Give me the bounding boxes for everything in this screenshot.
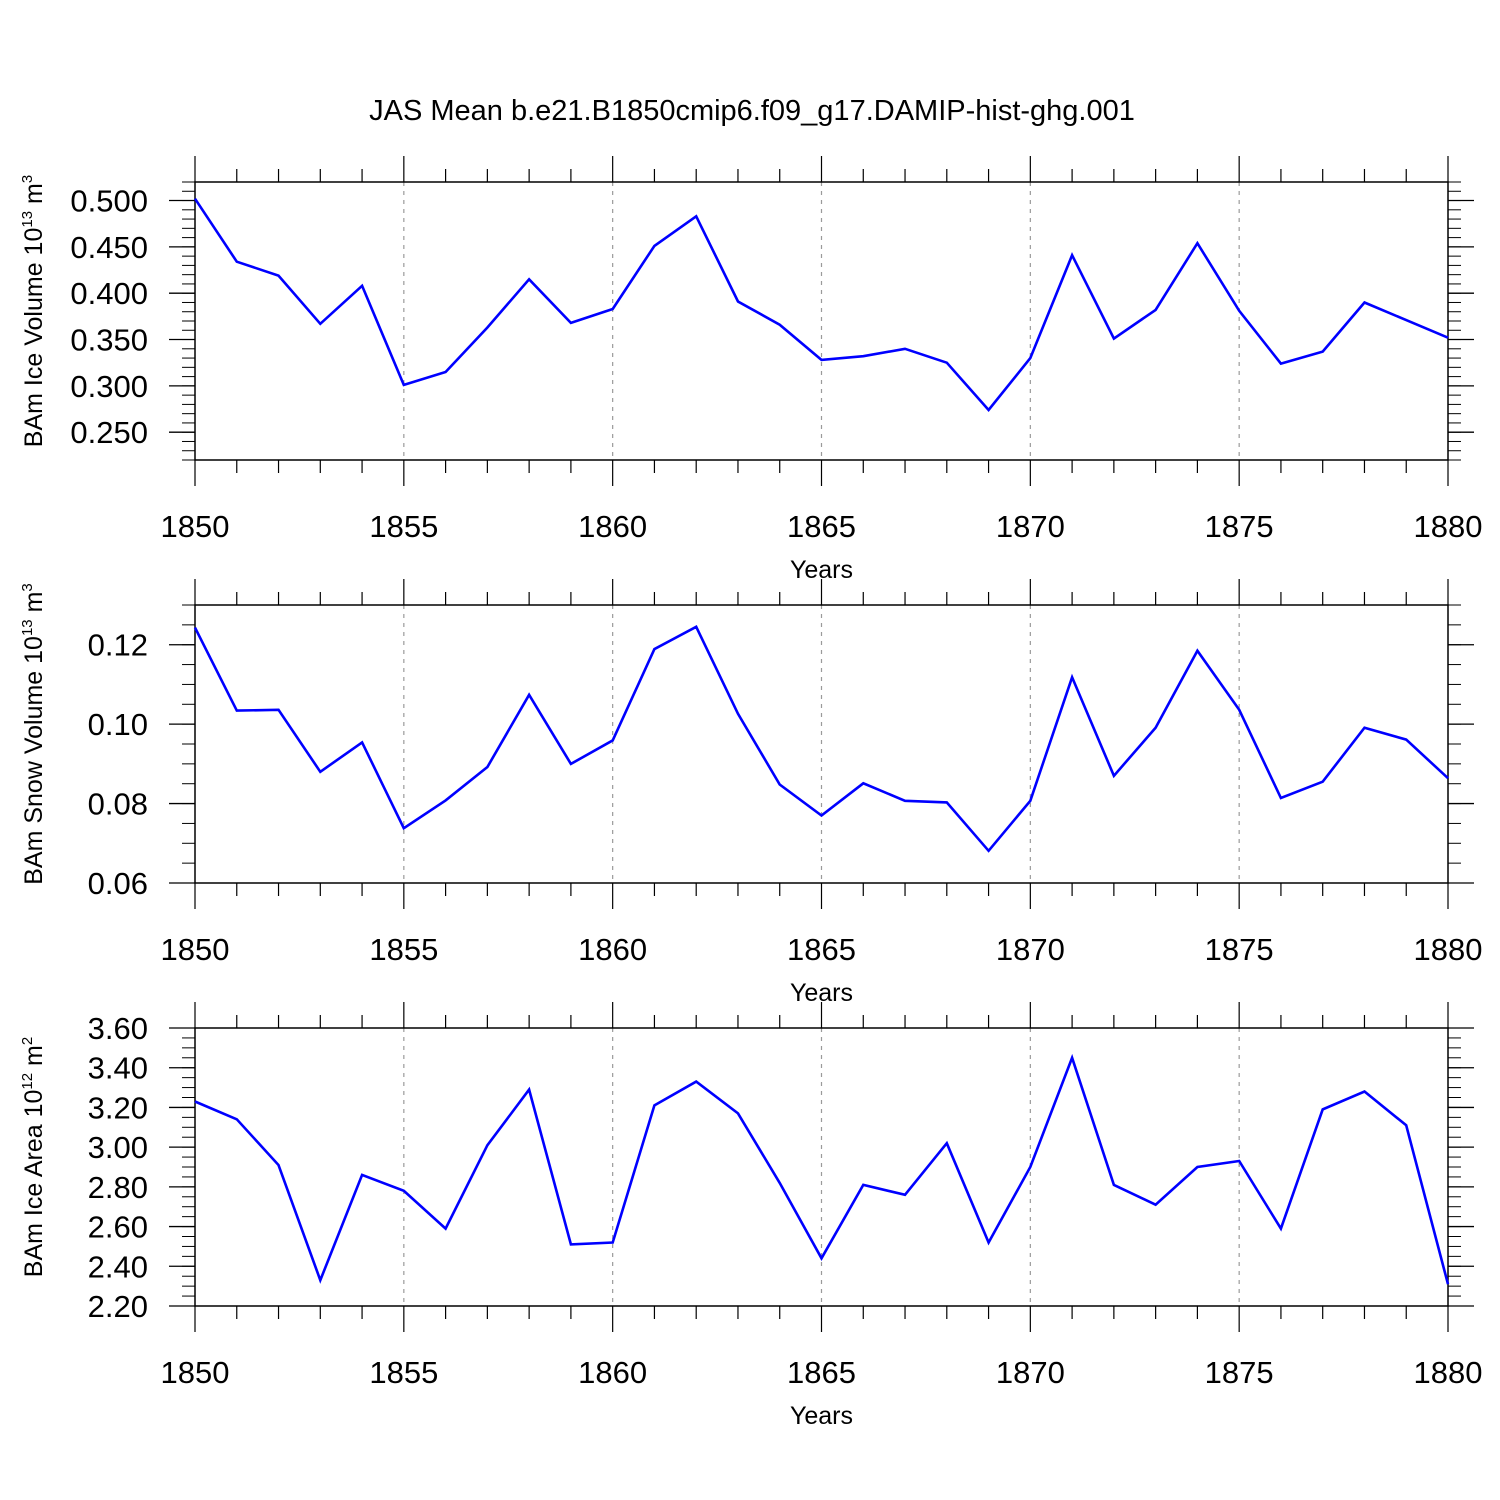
data-series-line xyxy=(193,197,1449,413)
y-axis-label-exponent: 13 xyxy=(19,211,36,228)
x-tick-label: 1860 xyxy=(578,509,647,544)
y-tick-label: 0.300 xyxy=(70,369,148,404)
y-axis-label-unit-exponent: 3 xyxy=(19,175,36,183)
y-tick-label: 3.40 xyxy=(88,1051,148,1086)
figure-title: JAS Mean b.e21.B1850cmip6.f09_g17.DAMIP-… xyxy=(369,95,1135,127)
y-axis-label: BAm Ice Volume 1013 m3 xyxy=(19,175,48,447)
y-tick-label: 0.06 xyxy=(88,866,148,901)
y-tick-label: 2.60 xyxy=(88,1210,148,1245)
y-axis-label-text: BAm Snow Volume 10 xyxy=(20,636,48,885)
panel-ice-area: 1850 1855 1860 1865 1870 1875 1880 Years 2.20 2.4… xyxy=(19,1002,1482,1430)
y-axis-label-unit: m xyxy=(20,183,48,211)
x-tick-label: 1850 xyxy=(161,1355,230,1390)
y-tick-label: 2.40 xyxy=(88,1249,148,1284)
y-axis-label-text: BAm Ice Area 10 xyxy=(20,1090,48,1278)
y-tick-label: 0.500 xyxy=(70,184,148,219)
x-tick-label: 1860 xyxy=(578,1355,647,1390)
panel-ice-volume: 1850 1855 1860 1865 1870 1875 1880Years0.2500.… xyxy=(19,156,1482,584)
x-tick-label: 1855 xyxy=(369,1355,438,1390)
y-tick-label: 0.400 xyxy=(70,276,148,311)
y-tick-label: 3.20 xyxy=(88,1090,148,1125)
data-series-line xyxy=(194,1053,1450,1285)
x-tick-label: 1880 xyxy=(1414,1355,1483,1390)
x-tick-label: 1850 xyxy=(161,509,230,544)
x-tick-label: 1880 xyxy=(1414,509,1483,544)
x-tick-label: 1870 xyxy=(996,932,1065,967)
y-tick-label: 0.12 xyxy=(88,628,148,663)
y-tick-label: 0.10 xyxy=(88,707,148,742)
data-series-line xyxy=(193,625,1449,853)
y-axis-label-exponent: 12 xyxy=(19,1073,36,1090)
y-axis-label-exponent: 13 xyxy=(19,619,36,636)
x-tick-label: 1860 xyxy=(578,932,647,967)
y-tick-label: 3.00 xyxy=(88,1130,148,1165)
x-axis-label: Years xyxy=(790,1402,853,1430)
y-axis-label-unit: m xyxy=(20,1045,48,1073)
y-tick-label: 0.08 xyxy=(88,787,148,822)
x-tick-label: 1855 xyxy=(369,932,438,967)
y-tick-label: 2.20 xyxy=(88,1289,148,1324)
x-tick-label: 1875 xyxy=(1205,509,1274,544)
y-axis-label: BAm Snow Volume 1013 m3 xyxy=(19,583,48,885)
y-tick-label: 0.450 xyxy=(70,230,148,265)
y-axis-label: BAm Ice Area 1012 m2 xyxy=(19,1037,48,1277)
y-axis-label-unit-exponent: 2 xyxy=(19,1037,36,1045)
panel-snow-volume: 1850 1855 1860 1865 1870 1875 1880Years0.060.0… xyxy=(19,579,1482,1007)
x-tick-label: 1850 xyxy=(161,932,230,967)
x-tick-label: 1880 xyxy=(1414,932,1483,967)
y-axis-label-unit: m xyxy=(20,592,48,620)
x-tick-label: 1855 xyxy=(369,509,438,544)
y-axis-label-unit-exponent: 3 xyxy=(19,583,36,591)
x-tick-label: 1865 xyxy=(787,509,856,544)
y-axis-label-text: BAm Ice Volume 10 xyxy=(20,228,48,448)
x-tick-label: 1865 xyxy=(787,932,856,967)
y-tick-label: 0.350 xyxy=(70,323,148,358)
y-tick-label: 0.250 xyxy=(70,415,148,450)
y-tick-label: 2.80 xyxy=(88,1170,148,1205)
x-tick-label: 1875 xyxy=(1205,1355,1274,1390)
x-tick-label: 1870 xyxy=(996,1355,1065,1390)
x-tick-label: 1875 xyxy=(1205,932,1274,967)
x-tick-label: 1870 xyxy=(996,509,1065,544)
x-tick-label: 1865 xyxy=(787,1355,856,1390)
y-tick-label: 3.60 xyxy=(88,1011,148,1046)
